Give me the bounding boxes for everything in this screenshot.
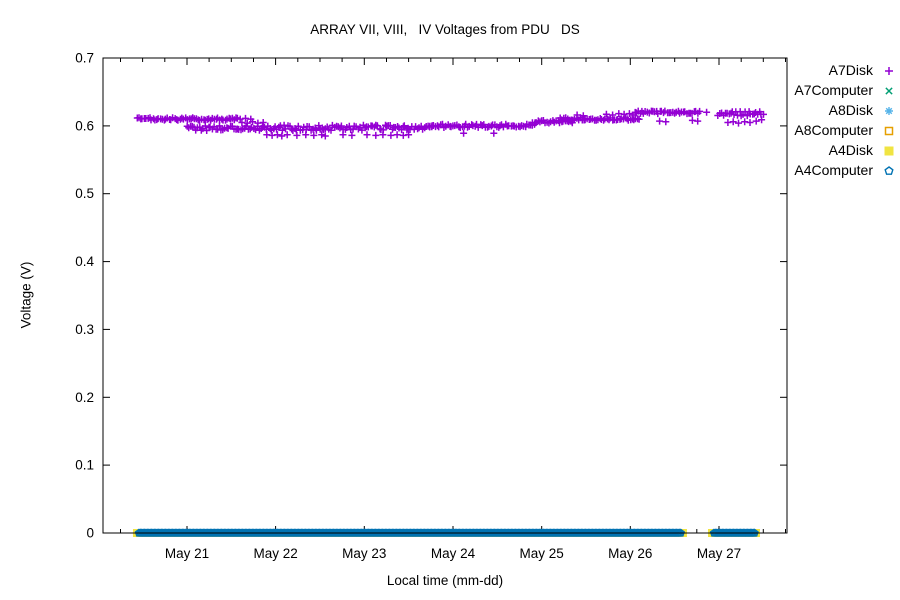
legend: A7Disk A7Computer A8Disk A8Computer A4Di… [794, 60, 898, 180]
legend-label: A8Computer [794, 122, 873, 138]
legend-item-a4computer: A4Computer [794, 160, 898, 180]
x-tick-labels: May 21 May 22 May 23 May 24 May 25 May 26 May … [165, 546, 741, 561]
legend-label: A7Computer [794, 82, 873, 98]
series-a7disk [133, 107, 767, 140]
x-tick-label: May 22 [253, 546, 297, 561]
legend-item-a8disk: A8Disk [794, 100, 898, 120]
x-tick-label: May 21 [165, 546, 209, 561]
x-tick-label: May 24 [431, 546, 476, 561]
y-tick-label: 0.4 [75, 254, 94, 269]
x-tick-label: May 23 [342, 546, 386, 561]
legend-item-a7computer: A7Computer [794, 80, 898, 100]
open-pentagon-marker-icon [884, 166, 894, 175]
cross-marker-icon [885, 87, 893, 95]
legend-item-a4disk: A4Disk [794, 140, 898, 160]
open-square-marker-icon [884, 126, 894, 136]
y-tick-label: 0.6 [75, 118, 94, 133]
y-tick-label: 0.1 [75, 458, 94, 473]
x-tick-label: May 26 [608, 546, 652, 561]
series-a4computer [134, 528, 759, 537]
legend-label: A8Disk [828, 102, 873, 118]
y-tick-label: 0 [86, 526, 94, 541]
plus-marker-icon [885, 67, 893, 75]
legend-item-a8computer: A8Computer [794, 120, 898, 140]
x-tick-label: May 27 [697, 546, 741, 561]
x-axis-label: Local time (mm-dd) [386, 573, 504, 588]
y-tick-label: 0.7 [75, 51, 94, 66]
legend-label: A4Computer [794, 162, 873, 178]
y-axis-label: Voltage (V) [18, 261, 34, 329]
legend-label: A7Disk [828, 62, 873, 78]
y-tick-labels: 0 0.1 0.2 0.3 0.4 0.5 0.6 0.7 [75, 51, 94, 541]
filled-square-marker-icon [884, 146, 894, 156]
x-tick-label: May 25 [520, 546, 564, 561]
y-tick-label: 0.3 [75, 322, 94, 337]
y-tick-label: 0.2 [75, 390, 94, 405]
y-tick-label: 0.5 [75, 186, 94, 201]
chart-title: ARRAY VII, VIII, IV Voltages from PDU DS [310, 22, 580, 37]
legend-label: A4Disk [828, 142, 873, 158]
asterisk-marker-icon [885, 107, 893, 115]
plot-border [102, 57, 788, 534]
legend-item-a7disk: A7Disk [794, 60, 898, 80]
